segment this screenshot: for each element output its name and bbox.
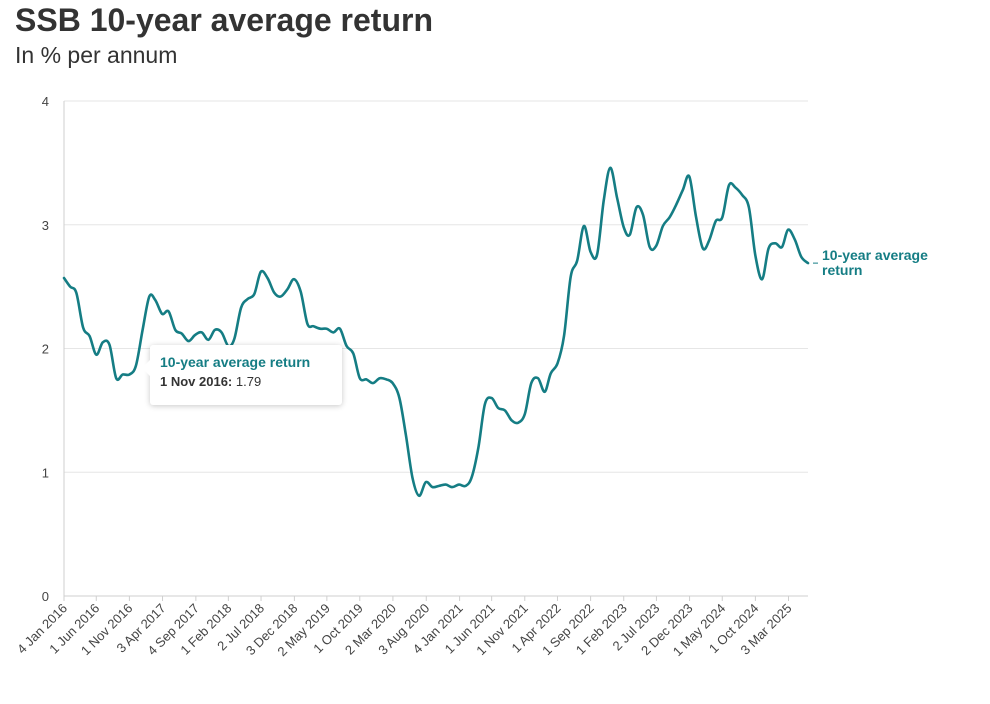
- chart-title: SSB 10-year average return: [15, 2, 433, 38]
- chart-subtitle: In % per annum: [15, 42, 178, 68]
- tooltip-date: 1 Nov 2016:: [160, 374, 233, 389]
- series-end-label-line: 10-year average: [822, 247, 928, 263]
- series-end-label-line: return: [822, 262, 862, 278]
- y-tick-label: 2: [42, 342, 49, 357]
- tooltip-row: 1 Nov 2016: 1.79: [160, 374, 332, 389]
- tooltip: 10-year average return 1 Nov 2016: 1.79: [142, 345, 342, 405]
- tooltip-arrow: [142, 360, 150, 376]
- gridlines: [63, 100, 808, 597]
- series-end-label: 10-year average return: [822, 247, 928, 278]
- y-tick-label: 0: [42, 589, 49, 604]
- y-axis-ticks: 0 1 2 3 4: [42, 94, 49, 604]
- y-tick-label: 3: [42, 218, 49, 233]
- tooltip-series-name: 10-year average return: [160, 354, 311, 370]
- tooltip-value: 1.79: [235, 374, 262, 389]
- y-tick-label: 4: [42, 94, 49, 109]
- y-tick-label: 1: [42, 465, 49, 480]
- series-line-10-year-average-return[interactable]: [62, 166, 810, 498]
